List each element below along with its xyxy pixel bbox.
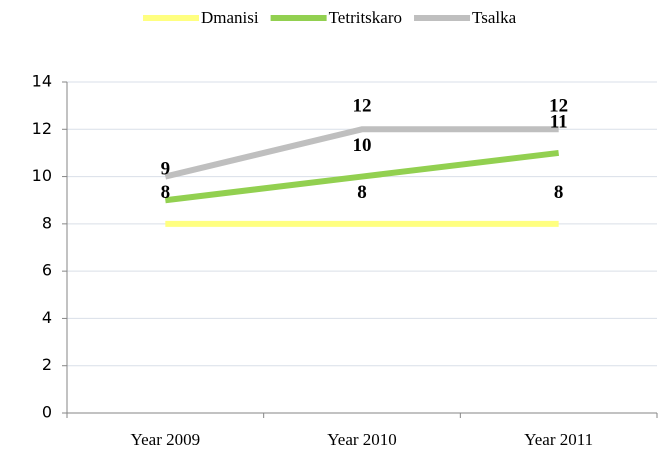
series-line — [164, 149, 560, 204]
y-tick-label: 10 — [32, 166, 52, 185]
data-label: 9 — [161, 159, 171, 180]
data-label: 10 — [353, 135, 372, 156]
data-label: 8 — [554, 182, 564, 203]
y-tick-label: 2 — [42, 355, 52, 374]
x-tick-label: Year 2010 — [327, 430, 397, 449]
y-tick-label: 12 — [32, 119, 52, 138]
legend-label: Dmanisi — [201, 8, 259, 27]
x-tick-label: Year 2011 — [524, 430, 593, 449]
x-tick-label: Year 2009 — [131, 430, 201, 449]
data-label: 11 — [550, 111, 568, 132]
data-label: 8 — [357, 182, 367, 203]
y-tick-label: 8 — [42, 213, 52, 232]
data-label: 12 — [549, 96, 568, 117]
data-label: 8 — [161, 182, 171, 203]
y-tick-label: 6 — [42, 261, 52, 280]
data-label: 12 — [353, 96, 372, 117]
legend-label: Tsalka — [472, 8, 517, 27]
series-line — [164, 126, 559, 180]
y-tick-label: 4 — [42, 308, 52, 327]
y-tick-label: 0 — [42, 403, 52, 422]
y-tick-label: 14 — [32, 72, 52, 91]
legend-label: Tetritskaro — [329, 8, 402, 27]
